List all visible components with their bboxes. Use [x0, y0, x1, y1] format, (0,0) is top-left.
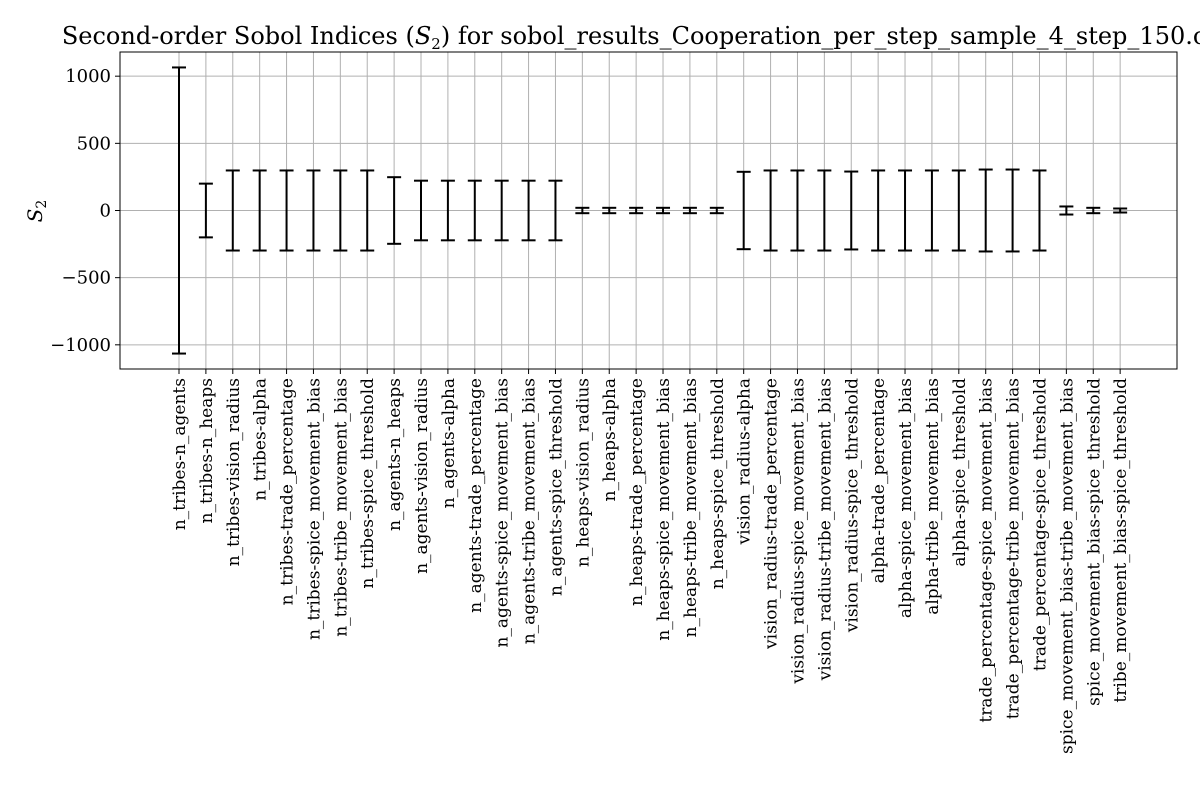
y-ticks: −1000 −500 0 500 1000: [50, 66, 120, 356]
error-bar: [306, 169, 321, 252]
error-bar: [1032, 169, 1047, 252]
error-bars: [172, 66, 1128, 355]
x-tick-label: n_tribes-spice_movement_bias: [304, 378, 324, 640]
x-tick-label: vision_radius-trade_percentage: [762, 378, 782, 650]
error-bar: [387, 176, 402, 245]
x-tick-label: n_agents-vision_radius: [412, 378, 432, 574]
error-bar: [898, 169, 913, 252]
error-bar: [736, 170, 751, 251]
x-tick-label: alpha-spice_movement_bias: [896, 378, 916, 618]
error-bar: [656, 206, 671, 215]
x-tick-label: n_agents-n_heaps: [385, 378, 405, 531]
error-bar: [844, 170, 859, 251]
y-tick-label: 500: [77, 133, 111, 154]
x-ticks: n_tribes-n_agents n_tribes-n_heaps n_tribe…: [170, 369, 1131, 754]
error-bar: [467, 179, 482, 242]
x-tick-label: vision_radius-alpha: [735, 378, 755, 545]
x-tick-label: vision_radius-tribe_movement_bias: [815, 378, 835, 681]
error-bar: [414, 179, 429, 242]
error-bar: [172, 66, 186, 355]
x-tick-label: n_agents-trade_percentage: [466, 378, 486, 613]
x-tick-label: n_heaps-vision_radius: [573, 378, 593, 567]
x-tick-label: n_agents-alpha: [439, 378, 459, 508]
error-bar: [871, 169, 886, 252]
x-tick-label: tribe_movement_bias-spice_threshold: [1111, 378, 1131, 703]
error-bar: [790, 169, 805, 252]
x-tick-label: vision_radius-spice_threshold: [842, 378, 862, 633]
y-tick-label: −1000: [50, 335, 111, 356]
x-tick-label: spice_movement_bias-spice_threshold: [1084, 378, 1104, 706]
x-tick-label: n_heaps-tribe_movement_bias: [681, 378, 701, 637]
x-tick-label: n_tribes-vision_radius: [224, 378, 244, 566]
error-bar: [360, 169, 375, 252]
chart-title: Second-order Sobol Indices (S2) for sobo…: [62, 22, 1200, 53]
error-bar: [198, 182, 213, 239]
error-bar: [629, 206, 644, 215]
error-bar: [575, 206, 590, 215]
x-tick-label: trade_percentage-tribe_movement_bias: [1004, 378, 1024, 719]
x-tick-label: n_tribes-tribe_movement_bias: [331, 378, 351, 637]
x-tick-label: alpha-tribe_movement_bias: [923, 378, 943, 615]
grid: [120, 52, 1177, 369]
error-bar: [978, 168, 993, 253]
error-bar: [763, 169, 778, 252]
y-tick-label: −500: [62, 268, 111, 289]
x-tick-label: alpha-spice_threshold: [950, 378, 970, 567]
error-bar: [440, 179, 455, 242]
x-tick-label: n_tribes-alpha: [251, 378, 271, 501]
x-tick-label: n_heaps-spice_threshold: [708, 378, 728, 589]
x-tick-label: trade_percentage-spice_threshold: [1030, 378, 1050, 671]
x-tick-label: n_tribes-n_heaps: [197, 378, 217, 523]
y-axis-label: S2: [23, 200, 50, 223]
x-tick-label: n_heaps-alpha: [600, 378, 620, 501]
x-tick-label: n_tribes-n_agents: [170, 378, 190, 530]
x-tick-label: n_heaps-trade_percentage: [627, 378, 647, 606]
x-tick-label: n_agents-spice_movement_bias: [493, 378, 513, 648]
y-tick-label: 1000: [65, 66, 111, 87]
error-bar: [951, 169, 966, 252]
error-bar: [1005, 168, 1020, 253]
error-bar: [279, 169, 294, 252]
x-tick-label: n_agents-tribe_movement_bias: [520, 378, 540, 644]
x-tick-label: spice_movement_bias-tribe_movement_bias: [1057, 378, 1077, 754]
error-bar: [333, 169, 348, 252]
x-tick-label: n_agents-spice_threshold: [546, 378, 566, 596]
error-bar: [602, 206, 617, 215]
error-bar: [1086, 206, 1101, 215]
error-bar: [225, 169, 240, 252]
error-bar: [817, 169, 832, 252]
error-bar: [521, 179, 536, 242]
error-bar: [252, 169, 267, 252]
x-tick-label: n_tribes-trade_percentage: [278, 378, 298, 605]
error-bar: [682, 206, 697, 215]
x-tick-label: alpha-trade_percentage: [869, 378, 889, 583]
error-bar: [924, 169, 939, 252]
error-bar: [548, 179, 563, 242]
x-tick-label: n_heaps-spice_movement_bias: [654, 378, 674, 641]
error-bar: [709, 206, 724, 215]
error-bar: [1113, 207, 1128, 214]
error-bar: [494, 179, 509, 242]
x-tick-label: trade_percentage-spice_movement_bias: [977, 378, 997, 723]
x-tick-label: vision_radius-spice_movement_bias: [788, 378, 808, 685]
error-bar: [1059, 205, 1074, 216]
x-tick-label: n_tribes-spice_threshold: [358, 378, 378, 589]
y-tick-label: 0: [100, 201, 111, 222]
